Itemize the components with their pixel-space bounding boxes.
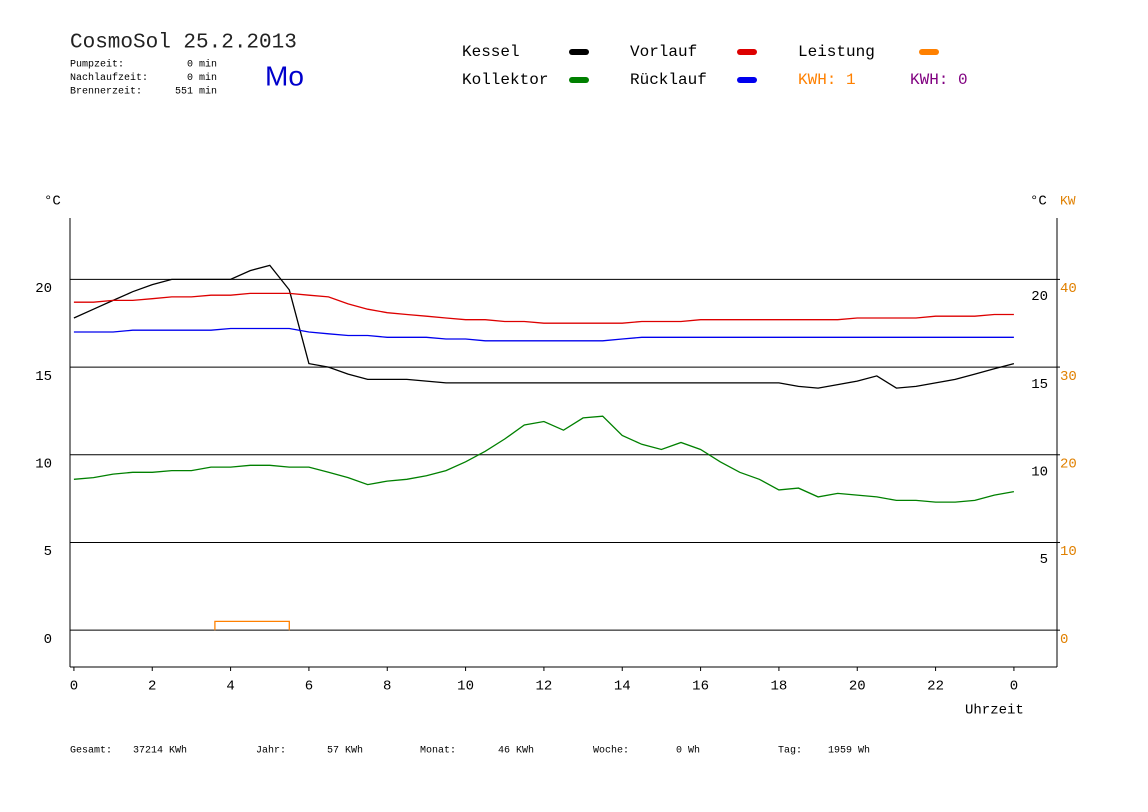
y-tick-label-right: 5 — [1040, 552, 1048, 568]
legend-label: Kessel — [462, 43, 520, 61]
stat-label: Brennerzeit: — [70, 86, 142, 98]
footer-label: Tag: — [778, 746, 802, 757]
kwh-label: KWH: 1 — [798, 71, 856, 89]
x-tick-label: 12 — [536, 679, 553, 695]
x-tick-label: 8 — [383, 679, 391, 695]
y2-tick-label: 40 — [1060, 281, 1077, 297]
footer-label: Jahr: — [256, 745, 286, 757]
series-line — [73, 292, 1014, 324]
y-tick-label: 10 — [35, 456, 52, 472]
legend-label: Rücklauf — [630, 71, 707, 89]
stat-value: 0 min — [187, 72, 217, 84]
y-tick-label: 0 — [44, 632, 52, 648]
y-tick-label: 15 — [35, 369, 52, 385]
x-tick-label: 0 — [1010, 679, 1018, 695]
series-line — [73, 415, 1015, 503]
y-tick-label-right: 15 — [1031, 377, 1048, 393]
footer-value: 1959 Wh — [828, 745, 870, 757]
x-tick-label: 14 — [614, 679, 631, 695]
legend-label: Vorlauf — [630, 43, 697, 61]
x-tick-label: 18 — [771, 679, 788, 695]
footer-value: 37214 KWh — [133, 745, 187, 757]
x-tick-label: 0 — [70, 679, 78, 695]
series-line — [73, 264, 1015, 389]
series-line — [73, 327, 1014, 342]
y2-tick-label: 20 — [1060, 456, 1077, 472]
kwh-label: KWH: 0 — [910, 71, 968, 89]
y-axis-label-right: °C — [1030, 194, 1047, 210]
footer-value: 57 KWh — [327, 745, 363, 757]
y2-tick-label: 10 — [1060, 544, 1077, 560]
legend-label: Kollektor — [462, 71, 548, 89]
y-tick-label: 5 — [44, 544, 52, 560]
y-axis-label: °C — [44, 194, 61, 210]
x-tick-label: 16 — [692, 679, 709, 695]
y2-tick-label: 30 — [1060, 369, 1077, 385]
legend-label: Leistung — [798, 43, 875, 61]
stat-value: 0 min — [187, 59, 217, 71]
stat-value: 551 min — [175, 86, 217, 98]
x-tick-label: 6 — [305, 679, 313, 695]
y-tick-label-right: 10 — [1031, 464, 1048, 480]
stat-label: Nachlaufzeit: — [70, 72, 148, 84]
x-tick-label: 20 — [849, 679, 866, 695]
y-tick-label: 20 — [35, 281, 52, 297]
x-tick-label: 22 — [927, 679, 944, 695]
x-tick-label: 10 — [457, 679, 474, 695]
y2-axis-label: KW — [1060, 193, 1076, 208]
footer-label: Monat: — [420, 746, 456, 757]
series-line — [214, 620, 290, 631]
footer-value: 46 KWh — [498, 745, 534, 757]
y2-tick-label: 0 — [1060, 632, 1068, 648]
footer-label: Woche: — [593, 745, 629, 757]
chart-title: CosmoSol 25.2.2013 — [70, 32, 297, 55]
day-label: Mo — [265, 60, 304, 91]
stat-label: Pumpzeit: — [70, 59, 124, 71]
x-tick-label: 2 — [148, 679, 156, 695]
x-tick-label: 4 — [226, 679, 234, 695]
footer-value: 0 Wh — [676, 745, 700, 757]
footer-label: Gesamt: — [70, 746, 112, 757]
y-tick-label-right: 20 — [1031, 289, 1048, 305]
x-axis-label: Uhrzeit — [965, 703, 1024, 719]
